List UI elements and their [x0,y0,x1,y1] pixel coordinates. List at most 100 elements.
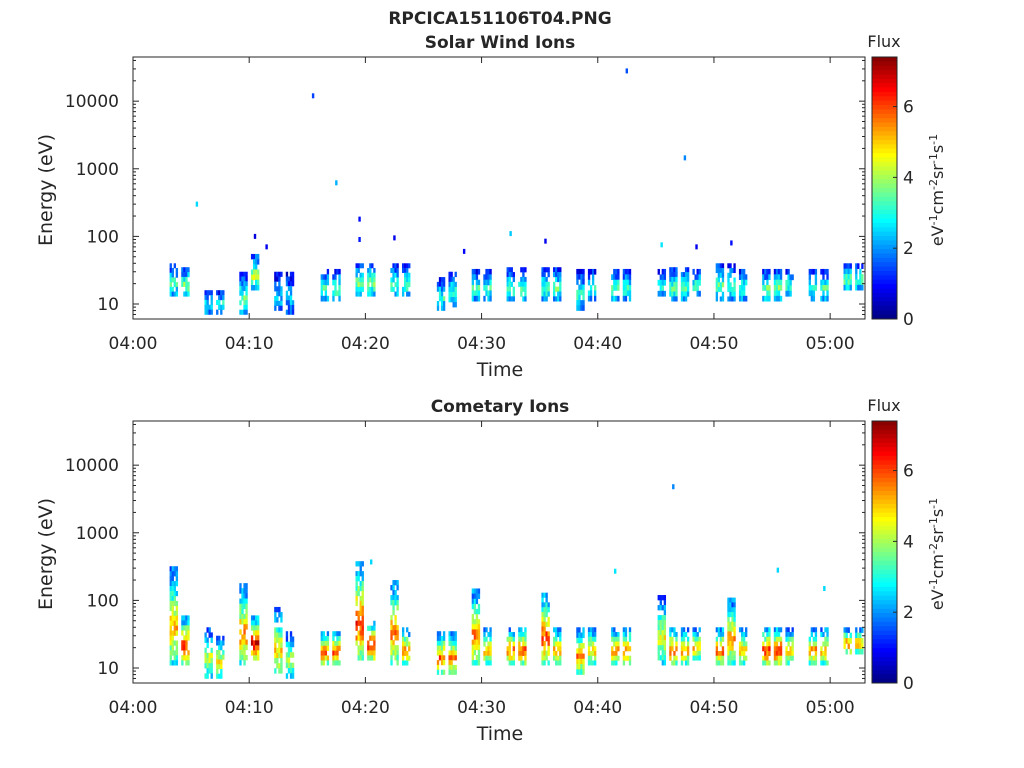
flux-cell [361,282,364,288]
flux-cell [322,279,326,286]
flux-cell [471,274,475,280]
flux-cell [477,603,481,610]
x-tick-label: 04:30 [457,698,506,718]
flux-cell [522,641,525,647]
flux-cell [255,620,258,626]
flux-cell [787,290,790,297]
flux-cell [471,654,475,661]
flux-cell [473,644,477,651]
flux-cell [241,608,244,615]
flux-cell [357,561,360,567]
burst-0416 [320,268,330,302]
flux-cell [334,640,337,647]
flux-cell [624,290,628,297]
flux-cell [206,663,209,669]
flux-cell [278,647,281,654]
flux-cell [357,650,360,656]
flux-cell [448,286,451,293]
flux-cell [733,277,736,283]
flux-cell [322,631,326,637]
flux-cell [731,286,734,293]
y-tick-label: 1000 [76,160,119,180]
colorbar-segment [872,310,897,316]
flux-cell [843,279,846,286]
flux-cell [181,281,184,287]
flux-cell [241,271,244,277]
flux-cell [371,286,374,292]
flux-cell [173,610,176,617]
burst-0413 [285,631,295,679]
flux-cell [475,624,479,630]
flux-point [683,155,687,161]
flux-cell [406,277,409,283]
x-axis-label: Time [476,723,524,745]
flux-cell [278,291,281,297]
flux-cell [859,643,862,650]
flux-cell [859,274,862,280]
flux-cell [671,291,674,297]
flux-cell [686,276,690,283]
flux-cell [591,632,595,638]
flux-cell [661,595,664,601]
flux-cell [332,655,335,661]
flux-cell [173,291,176,297]
flux-cell [661,650,664,656]
flux-cell [255,259,258,265]
flux-cell [208,632,211,638]
flux-cell [241,281,244,287]
flux-cell [289,652,293,658]
flux-cell [175,620,179,626]
flux-cell [731,650,734,656]
flux-cell [777,650,781,657]
flux-cell [477,644,481,651]
flux-cell [808,641,811,647]
flux-cell [810,646,814,652]
flux-cell [669,272,672,278]
flux-cell [657,635,660,641]
flux-cell [849,263,852,269]
flux-cell [680,627,684,633]
flux-cell [243,624,246,630]
flux-cell [820,295,823,302]
flux-cell [671,296,674,302]
flux-cell [291,652,295,658]
flux-cell [208,304,211,310]
burst-0446 [669,627,678,666]
flux-cell [553,655,556,661]
flux-cell [859,279,862,286]
flux-cell [508,646,511,652]
flux-cell [762,268,765,275]
flux-cell [394,272,397,278]
flux-cell [285,631,289,637]
flux-cell [404,286,407,292]
flux-cell [322,274,326,280]
flux-cell [452,664,455,671]
flux-cell [169,595,172,602]
flux-cell [276,300,279,306]
colorbar-segment [872,517,897,522]
flux-cell [291,276,295,282]
flux-cell [326,274,330,280]
flux-cell [171,600,174,607]
flux-cell [169,655,172,661]
colorbar-segment [872,100,897,106]
flux-cell [173,595,176,602]
flux-cell [615,295,618,302]
flux-cell [628,290,632,297]
flux-cell [684,281,688,287]
flux-cell [576,268,579,275]
flux-cell [394,635,397,641]
flux-cell [396,263,399,269]
flux-cell [394,630,397,636]
flux-cell [477,290,481,297]
flux-cell [810,655,814,661]
flux-cell [591,274,595,280]
flux-cell [338,640,341,647]
flux-cell [250,635,254,641]
burst-0432 [506,267,515,302]
flux-cell [547,291,550,297]
flux-cell [682,286,686,292]
flux-cell [252,269,256,275]
flux-cell [450,271,453,278]
flux-cell [485,655,488,661]
